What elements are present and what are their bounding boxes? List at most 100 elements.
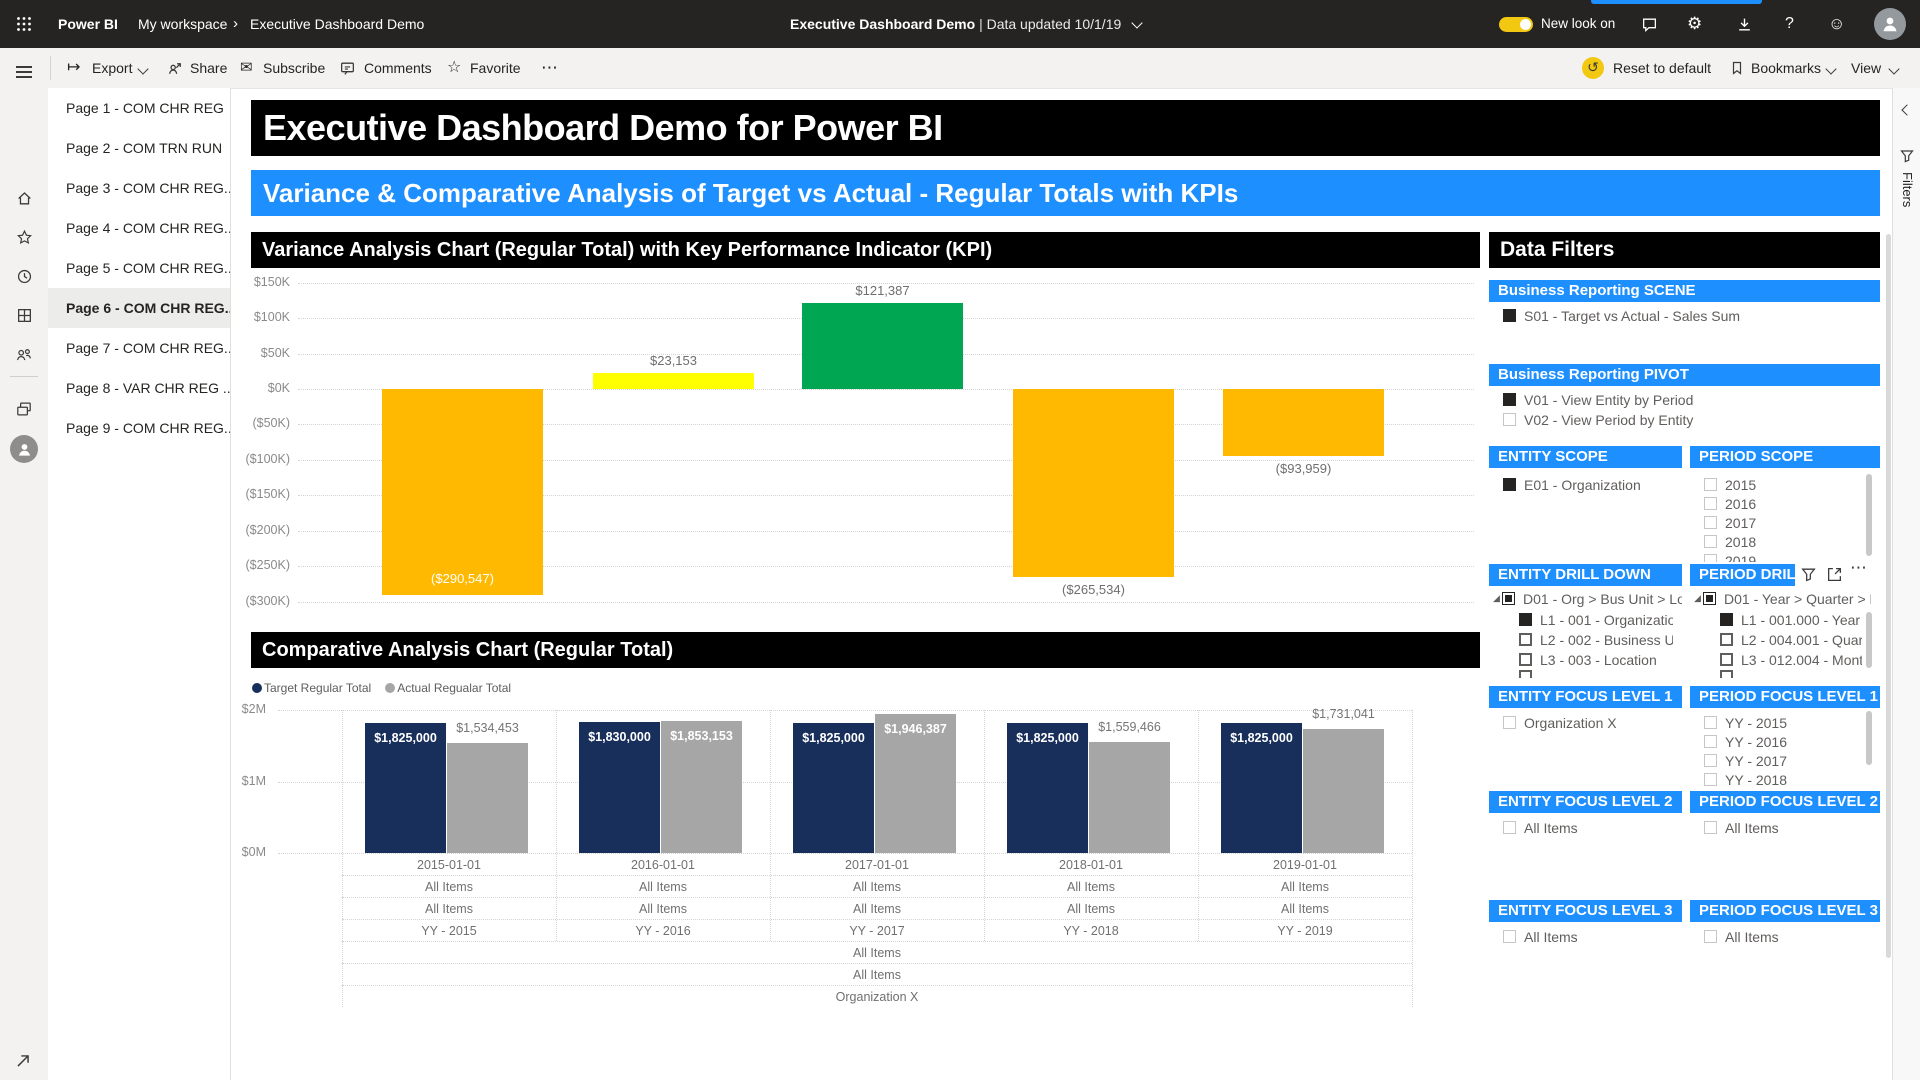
favorites-star-icon[interactable] (16, 229, 33, 246)
period-focus1-item[interactable]: YY - 2017 (1704, 751, 1787, 770)
checkbox[interactable] (1519, 633, 1532, 646)
period-focus2-item[interactable]: All Items (1704, 818, 1779, 837)
filters-funnel-icon[interactable] (1899, 148, 1915, 164)
checkbox[interactable] (1503, 821, 1516, 834)
scene-item[interactable]: S01 - Target vs Actual - Sales Sum (1503, 306, 1740, 325)
breadcrumb-workspace[interactable]: My workspace (138, 16, 228, 32)
comparative-bar-target[interactable] (793, 722, 874, 853)
pivot-item[interactable]: V02 - View Period by Entity (1503, 410, 1693, 429)
period-focus1-item[interactable]: YY - 2015 (1704, 713, 1787, 732)
checkbox-partial[interactable] (1502, 592, 1515, 605)
checkbox[interactable] (1704, 716, 1717, 729)
checkbox[interactable] (1704, 754, 1717, 767)
checkbox[interactable] (1503, 930, 1516, 943)
period-scope-item[interactable]: 2016 (1704, 494, 1756, 513)
period-drill-tree-root[interactable]: D01 - Year > Quarter > Mo (1703, 589, 1871, 608)
entity-scope-item[interactable]: E01 - Organization (1503, 475, 1641, 494)
variance-bar[interactable] (1013, 389, 1174, 578)
checkbox[interactable] (1704, 497, 1717, 510)
period-drill-tree-child[interactable]: L1 - 001.000 - Year (1720, 610, 1862, 629)
reset-to-default-button[interactable]: Reset to default (1613, 60, 1712, 76)
checkbox[interactable] (1503, 478, 1516, 491)
filters-rail-label[interactable]: Filters (1900, 172, 1915, 208)
entity-drill-tree-child[interactable]: L3 - 003 - Location (1519, 650, 1673, 669)
entity-focus2-item[interactable]: All Items (1503, 818, 1578, 837)
checkbox[interactable] (1704, 554, 1717, 562)
comparative-bar-actual[interactable] (447, 743, 528, 853)
period-scope-item[interactable]: 2018 (1704, 532, 1756, 551)
period-focus1-scrollbar[interactable] (1866, 711, 1872, 765)
my-workspace-avatar[interactable] (10, 435, 38, 463)
comparative-bar-actual[interactable] (661, 720, 742, 853)
comparative-bar-target[interactable] (579, 722, 660, 853)
checkbox[interactable] (1503, 413, 1516, 426)
share-button[interactable]: Share (190, 60, 228, 76)
download-icon[interactable] (1736, 16, 1752, 32)
more-options-icon[interactable]: ⋯ (1850, 558, 1867, 577)
powerbi-logo[interactable]: Power BI (58, 16, 118, 32)
subscribe-button[interactable]: Subscribe (263, 60, 326, 76)
checkbox[interactable] (1720, 633, 1733, 646)
checkbox[interactable] (1503, 309, 1516, 322)
sidebar-page-item[interactable]: Page 9 - COM CHR REG... (66, 420, 230, 436)
variance-bar[interactable] (1223, 389, 1384, 456)
period-focus3-item[interactable]: All Items (1704, 927, 1779, 946)
period-focus1-item[interactable]: YY - 2016 (1704, 732, 1787, 751)
checkbox[interactable] (1519, 670, 1532, 678)
export-button[interactable]: Export (92, 60, 133, 76)
tree-expand-caret-icon[interactable]: ◢ (1694, 593, 1701, 603)
checkbox[interactable] (1704, 773, 1717, 786)
settings-gear-icon[interactable]: ⚙ (1687, 14, 1703, 33)
period-scope-scrollbar[interactable] (1866, 474, 1872, 556)
expand-filters-chevron-icon[interactable] (1901, 104, 1913, 116)
checkbox[interactable] (1519, 613, 1532, 626)
checkbox[interactable] (1720, 613, 1733, 626)
workspaces-icon[interactable] (15, 400, 33, 418)
checkbox[interactable] (1704, 516, 1717, 529)
comparative-bar-target[interactable] (365, 722, 446, 853)
entity-drill-tree-child[interactable]: L2 - 002 - Business Unit (1519, 630, 1673, 649)
feedback-icon[interactable] (1641, 16, 1657, 32)
checkbox[interactable] (1503, 393, 1516, 406)
comparative-bar-actual[interactable] (875, 713, 956, 853)
checkbox[interactable] (1704, 930, 1717, 943)
tree-expand-caret-icon[interactable]: ◢ (1493, 593, 1500, 603)
report-title-center[interactable]: Executive Dashboard Demo | Data updated … (790, 0, 1143, 48)
filter-icon[interactable] (1800, 566, 1817, 583)
sidebar-page-item[interactable]: Page 3 - COM CHR REG... (66, 180, 230, 196)
sidebar-page-item[interactable]: Page 6 - COM CHR REG... (48, 288, 230, 328)
user-avatar[interactable] (1874, 8, 1906, 40)
apps-icon[interactable] (16, 307, 33, 324)
sidebar-page-item[interactable]: Page 8 - VAR CHR REG ... (66, 380, 230, 396)
period-scope-item[interactable]: 2019 (1704, 551, 1756, 562)
toggle-switch[interactable] (1499, 17, 1533, 32)
pivot-item[interactable]: V01 - View Entity by Period (1503, 390, 1693, 409)
sidebar-page-item[interactable]: Page 4 - COM CHR REG... (66, 220, 230, 236)
period-scope-item[interactable]: 2015 (1704, 475, 1756, 494)
filters-panel-scrollbar[interactable] (1886, 234, 1891, 958)
period-drill-tree-child[interactable]: L2 - 004.001 - Quarter (1720, 630, 1862, 649)
variance-bar[interactable] (593, 372, 754, 389)
shared-with-me-icon[interactable] (15, 346, 33, 364)
variance-bar[interactable] (382, 389, 543, 595)
bookmarks-button[interactable]: Bookmarks (1751, 60, 1822, 76)
comments-button[interactable]: Comments (364, 60, 432, 76)
recent-clock-icon[interactable] (16, 268, 33, 285)
checkbox[interactable] (1704, 535, 1717, 548)
view-button[interactable]: View (1851, 60, 1882, 76)
comparative-bar-actual[interactable] (1089, 741, 1170, 853)
entity-focus3-item[interactable]: All Items (1503, 927, 1578, 946)
sidebar-page-item[interactable]: Page 5 - COM CHR REG... (66, 260, 230, 276)
legend-item[interactable]: Target Regular Total (252, 681, 371, 695)
checkbox[interactable] (1503, 716, 1516, 729)
checkbox[interactable] (1720, 653, 1733, 666)
variance-bar[interactable] (802, 303, 963, 389)
hide-nav-pane-icon[interactable] (16, 63, 32, 81)
period-drill-scrollbar[interactable] (1866, 612, 1872, 668)
legend-item[interactable]: Actual Regualar Total (385, 681, 511, 695)
period-drill-tree-child[interactable]: L3 - 012.004 - Month (1720, 650, 1862, 669)
expand-nav-icon[interactable] (14, 1052, 32, 1070)
more-options-button[interactable]: ⋯ (541, 58, 558, 77)
feedback-smiley-icon[interactable]: ☺ (1828, 14, 1846, 33)
help-icon[interactable]: ? (1785, 15, 1794, 32)
